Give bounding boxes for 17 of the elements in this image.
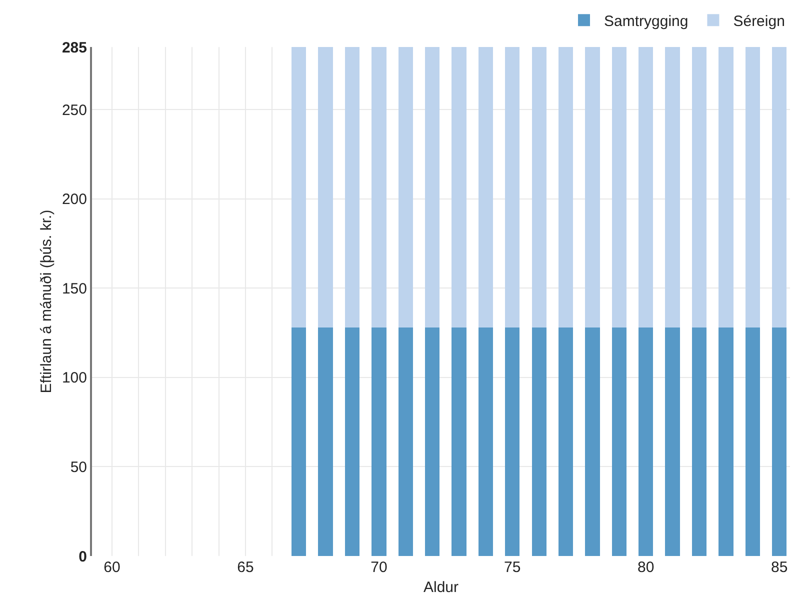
x-tick-label: 65 xyxy=(237,559,254,576)
x-tick-label: 60 xyxy=(104,559,120,576)
x-tick-label: 80 xyxy=(638,559,654,576)
x-tick-label: 85 xyxy=(770,559,788,576)
y-tick-label: 250 xyxy=(62,102,87,119)
y-tick-label: 285 xyxy=(62,39,87,56)
y-tick-label: 100 xyxy=(62,370,87,387)
y-tick-label: 200 xyxy=(62,191,87,208)
y-tick-label: 0 xyxy=(78,548,87,566)
y-tick-label: 150 xyxy=(62,280,87,298)
x-axis-title: Aldur xyxy=(423,579,459,596)
legend-label: Séreign xyxy=(733,12,785,30)
x-tick-label: 75 xyxy=(504,559,521,576)
y-tick-label: 50 xyxy=(70,458,87,476)
y-axis-title: Eftirlaun á mánuði (þús. kr.) xyxy=(38,210,55,394)
legend-label: Samtrygging xyxy=(604,12,688,30)
x-tick-label: 70 xyxy=(370,559,388,576)
